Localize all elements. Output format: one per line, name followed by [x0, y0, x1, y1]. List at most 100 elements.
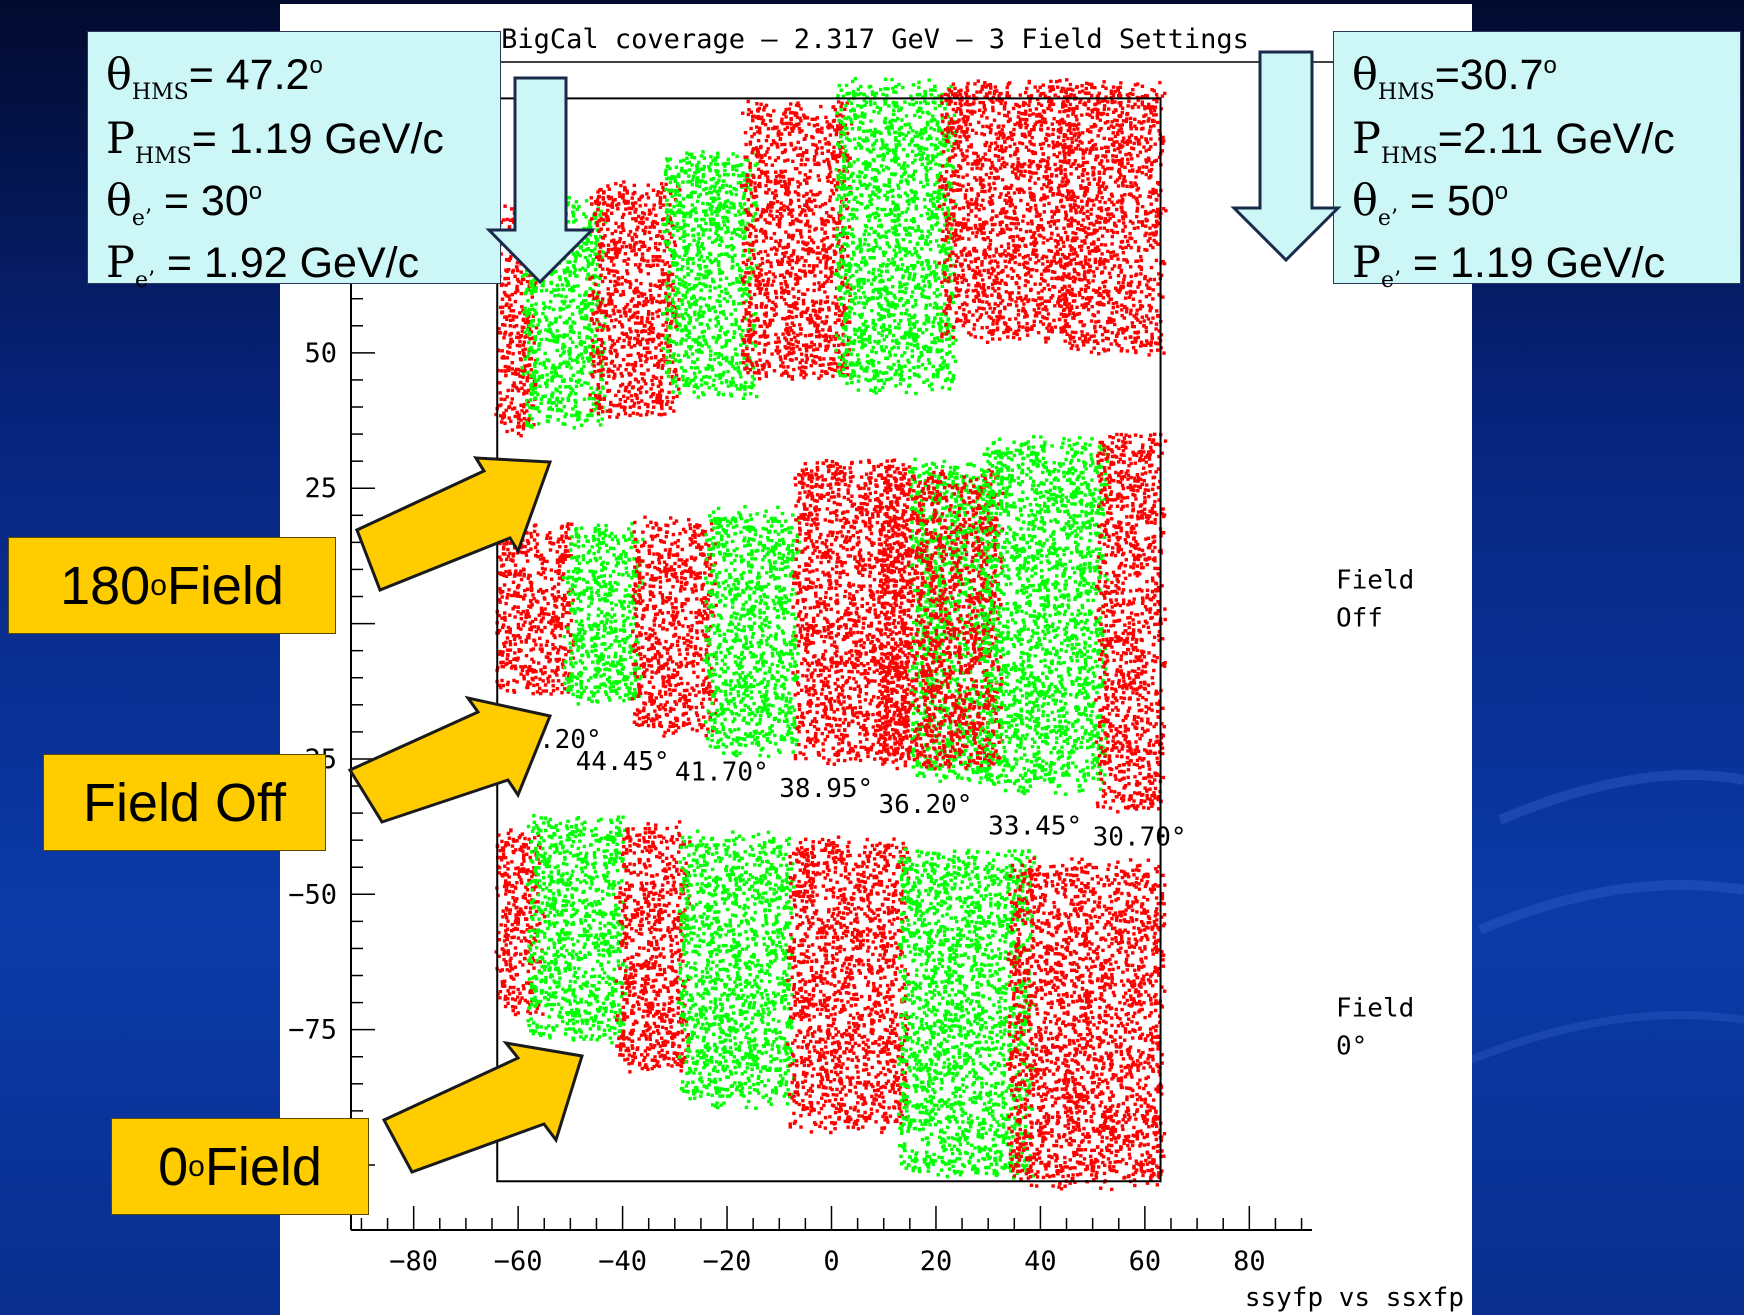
- point: [527, 254, 531, 259]
- point: [731, 364, 735, 369]
- point: [553, 369, 557, 373]
- point: [765, 206, 770, 210]
- point: [601, 297, 605, 301]
- point: [822, 357, 826, 361]
- point: [586, 272, 591, 276]
- point: [788, 358, 793, 362]
- point: [740, 269, 744, 273]
- point: [597, 355, 601, 359]
- point: [542, 360, 546, 365]
- point: [910, 174, 914, 179]
- point: [796, 198, 801, 202]
- point: [594, 201, 598, 205]
- point: [802, 343, 806, 347]
- point: [598, 390, 603, 394]
- point: [941, 267, 945, 272]
- point: [703, 283, 707, 288]
- point: [685, 151, 689, 155]
- point: [787, 262, 792, 266]
- point: [881, 152, 886, 157]
- point: [746, 158, 750, 163]
- point: [792, 126, 796, 130]
- point: [864, 100, 869, 105]
- point: [949, 181, 953, 186]
- point: [891, 100, 895, 105]
- point: [731, 152, 735, 156]
- point: [841, 248, 845, 252]
- point: [858, 361, 862, 366]
- point: [674, 320, 679, 325]
- point: [553, 366, 558, 370]
- point: [863, 229, 868, 233]
- point: [720, 252, 724, 256]
- point: [844, 317, 848, 322]
- point: [853, 77, 857, 81]
- point: [801, 151, 806, 155]
- point: [682, 246, 686, 250]
- point: [934, 223, 938, 227]
- point: [519, 246, 523, 251]
- point: [642, 292, 647, 296]
- point: [611, 339, 615, 343]
- point: [748, 165, 752, 169]
- point: [673, 293, 677, 297]
- point: [787, 374, 791, 378]
- point: [651, 258, 655, 263]
- point: [618, 194, 622, 198]
- point: [838, 113, 843, 117]
- point: [836, 124, 840, 128]
- point: [818, 260, 822, 264]
- point: [765, 220, 769, 225]
- point: [625, 271, 630, 276]
- point: [767, 299, 771, 303]
- point: [795, 217, 799, 221]
- point: [706, 367, 711, 371]
- point: [814, 143, 818, 147]
- point: [656, 247, 660, 252]
- point: [681, 234, 685, 238]
- point: [666, 303, 671, 307]
- point: [935, 173, 940, 178]
- point: [548, 415, 552, 419]
- point: [903, 249, 908, 253]
- point: [800, 358, 804, 362]
- point: [764, 173, 768, 177]
- point: [863, 343, 867, 347]
- point: [813, 155, 817, 159]
- point: [634, 201, 638, 205]
- point: [696, 176, 700, 180]
- point: [721, 310, 725, 314]
- point: [610, 319, 614, 323]
- point: [746, 337, 751, 342]
- point: [770, 163, 774, 167]
- point: [527, 351, 531, 355]
- point: [918, 115, 922, 119]
- point: [792, 295, 796, 299]
- point: [558, 306, 562, 311]
- point: [573, 259, 577, 264]
- point: [591, 312, 595, 316]
- point: [718, 186, 722, 190]
- point: [914, 153, 918, 157]
- point: [778, 244, 782, 248]
- point: [507, 405, 511, 410]
- point: [845, 153, 850, 157]
- point: [734, 384, 738, 388]
- point: [735, 164, 739, 168]
- point: [754, 344, 758, 348]
- point: [828, 166, 832, 170]
- point: [522, 273, 527, 277]
- point: [539, 209, 543, 213]
- point: [707, 236, 711, 240]
- point: [743, 234, 747, 239]
- point: [741, 288, 746, 292]
- point: [573, 404, 578, 409]
- point: [735, 154, 739, 159]
- point: [658, 242, 662, 246]
- point: [512, 324, 516, 329]
- point: [630, 201, 635, 206]
- point: [731, 281, 735, 285]
- point: [606, 287, 610, 291]
- point: [651, 316, 655, 321]
- point: [858, 313, 862, 317]
